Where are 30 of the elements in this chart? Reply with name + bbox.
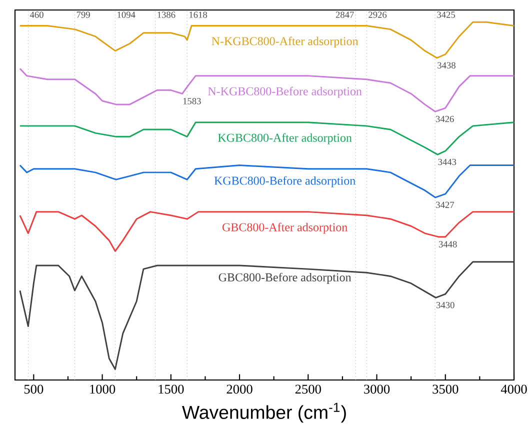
- x-tick-label: 2000: [226, 384, 252, 394]
- x-tick-label: 1000: [90, 384, 116, 394]
- series-label: GBC800-After adsorption: [222, 222, 348, 234]
- x-axis-title: Wavenumber (cm$^{-1}$): [182, 402, 346, 423]
- annotation: 1583: [183, 98, 201, 104]
- x-tick-label: 1500: [158, 384, 184, 394]
- series-label: GBC800-Before adsorption: [218, 272, 352, 284]
- annotation: 3426: [436, 116, 454, 122]
- ref-line-label: 1094: [118, 12, 136, 18]
- ref-line-label: 1386: [158, 12, 176, 18]
- x-tick-label: 3000: [364, 384, 390, 394]
- ref-line-label: 1618: [190, 12, 208, 18]
- ref-line-label: 2847: [336, 12, 354, 18]
- series-label: N-KGBC800-After adsorption: [212, 36, 358, 48]
- x-tick-label: 4000: [500, 384, 527, 394]
- x-tick-label: 500: [24, 384, 44, 394]
- annotation: 3438: [438, 62, 456, 68]
- annotation: 3448: [438, 241, 457, 248]
- annotation: 3427: [436, 202, 454, 208]
- x-tick-label: 3500: [432, 384, 458, 394]
- series-label: KGBC800-Before adsorption: [214, 176, 356, 188]
- series-label: KGBC800-After adsorption: [218, 133, 352, 144]
- x-tick-label: 2500: [295, 384, 321, 394]
- ref-line-label: 3425: [437, 12, 456, 18]
- annotation: 3443: [438, 158, 456, 166]
- ref-line-label: 2926: [368, 12, 387, 18]
- series-label: N-KGBC800-Before adsorption: [208, 86, 362, 98]
- ref-line-label: 799: [76, 12, 90, 18]
- ref-line-label: 460: [30, 12, 44, 18]
- annotation: 3430: [436, 302, 454, 308]
